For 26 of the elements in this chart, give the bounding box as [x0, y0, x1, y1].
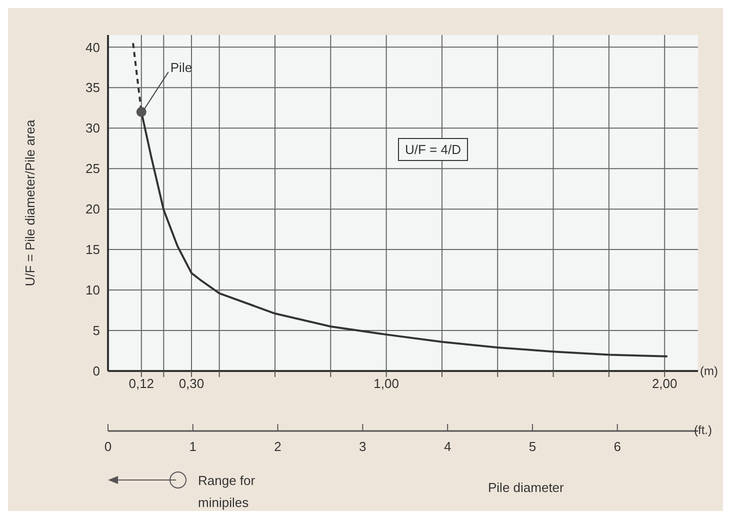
annotation: U/F = 4/D	[398, 138, 468, 161]
y-tick-label: 15	[86, 242, 100, 258]
x-tick-label: 1,00	[374, 376, 399, 392]
y-tick-label: 35	[86, 80, 100, 96]
y-tick-label: 40	[86, 40, 100, 55]
x2-tick-label: 4	[444, 439, 452, 454]
x-axis-title: (m)	[700, 364, 718, 378]
x-tick-label: 2,00	[652, 376, 678, 392]
x-tick-label: 0,12	[128, 376, 154, 392]
y-axis-title: U/F = Pile diameter/Pile area	[22, 118, 38, 286]
y-tick-label: 10	[86, 282, 100, 298]
x2-tick-label: 0	[104, 439, 112, 454]
text: Pile diameter	[488, 480, 564, 495]
x2-tick-label: 5	[528, 439, 536, 454]
y-tick-label: 20	[86, 202, 100, 217]
y-tick-label: 30	[86, 120, 100, 136]
y-tick-label: 25	[86, 161, 100, 176]
text: Range for minipiles	[198, 472, 256, 512]
x2-tick-label: 3	[359, 439, 366, 454]
x2-tick-label: 6	[614, 439, 621, 454]
x2-tick-label: 1	[189, 439, 197, 454]
x-tick-label: 0,30	[178, 376, 204, 392]
x2-axis-title: (ft.)	[694, 423, 712, 437]
y-tick-label: 0	[92, 364, 100, 379]
x2-tick-label: 2	[274, 439, 282, 454]
y-tick-label: 5	[92, 323, 100, 338]
